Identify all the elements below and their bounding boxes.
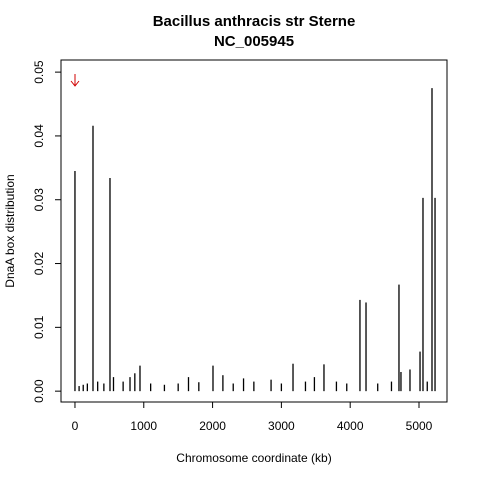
- y-tick-label: 0.00: [32, 379, 46, 403]
- x-tick-label: 1000: [130, 419, 157, 433]
- x-tick-label: 5000: [406, 419, 433, 433]
- x-tick-label: 2000: [199, 419, 226, 433]
- chart-title: Bacillus anthracis str Sterne: [153, 13, 356, 30]
- plot-box: [60, 59, 448, 403]
- x-tick-label: 3000: [268, 419, 295, 433]
- y-tick-label: 0.04: [32, 124, 46, 148]
- y-axis-label: DnaA box distribution: [3, 174, 17, 287]
- x-tick-label: 4000: [337, 419, 364, 433]
- y-tick-label: 0.01: [32, 315, 46, 339]
- y-tick-label: 0.02: [32, 252, 46, 276]
- chart-subtitle: NC_005945: [214, 33, 294, 50]
- y-tick-label: 0.05: [32, 60, 46, 84]
- x-tick-label: 0: [72, 419, 79, 433]
- y-tick-label: 0.03: [32, 188, 46, 212]
- x-axis-label: Chromosome coordinate (kb): [176, 451, 331, 465]
- arrow: [70, 74, 80, 87]
